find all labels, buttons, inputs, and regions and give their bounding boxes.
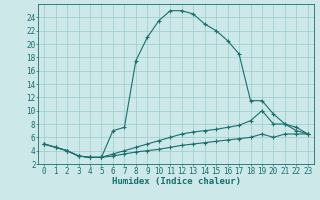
X-axis label: Humidex (Indice chaleur): Humidex (Indice chaleur) (111, 177, 241, 186)
